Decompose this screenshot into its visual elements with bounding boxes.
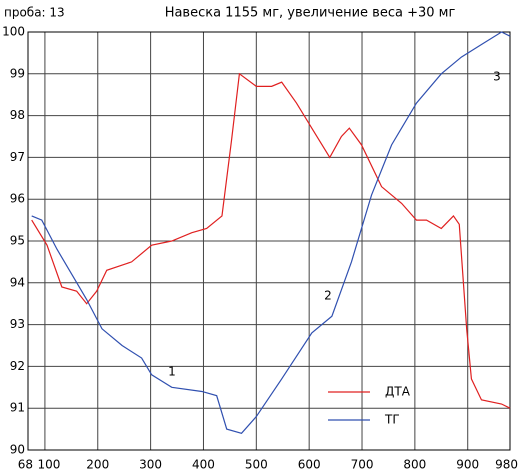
y-tick-label: 94 (10, 275, 25, 289)
x-tick-label: 68 (18, 458, 33, 472)
plot-frame (27, 31, 511, 451)
y-tick-label: 95 (10, 234, 25, 248)
legend-label: ТГ (384, 413, 400, 427)
x-tick-label: 500 (245, 458, 268, 472)
legend-label: ДТА (385, 385, 411, 399)
annotation: 1 (168, 365, 176, 379)
annotation: 3 (493, 70, 501, 84)
x-tick-label: 700 (351, 458, 374, 472)
x-tick-label: 200 (86, 458, 109, 472)
x-tick-label: 800 (403, 458, 426, 472)
annotation: 2 (324, 289, 332, 303)
y-tick-label: 92 (10, 359, 25, 373)
line-series (31, 72, 511, 409)
y-tick-label: 91 (10, 401, 25, 415)
y-tick-label: 100 (2, 25, 25, 39)
x-tick-label: 600 (298, 458, 321, 472)
y-tick-label: 98 (10, 108, 25, 122)
x-tick-label: 100 (37, 458, 60, 472)
y-tick-label: 97 (10, 150, 25, 164)
x-tick-label: 900 (456, 458, 479, 472)
y-tick-label: 99 (10, 66, 25, 80)
y-tick-label: 93 (10, 317, 25, 331)
sample-label: проба: 13 (4, 6, 65, 20)
x-tick-label: 400 (192, 458, 215, 472)
line-series (31, 31, 511, 434)
chart-title: Навеска 1155 мг, увеличение веса +30 мг (165, 6, 456, 21)
y-tick-label: 90 (10, 443, 25, 457)
x-tick-label: 980 (495, 458, 518, 472)
y-tick-label: 96 (10, 192, 25, 206)
x-tick-label: 300 (139, 458, 162, 472)
